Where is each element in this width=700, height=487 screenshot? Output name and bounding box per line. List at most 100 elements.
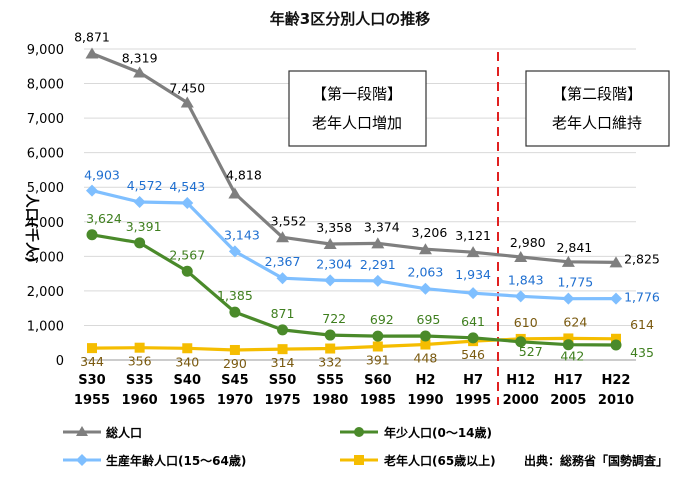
- y-tick-label: 0: [56, 354, 64, 369]
- x-tick-era: S55: [316, 373, 343, 388]
- series-working-line: [91, 189, 617, 301]
- y-tick-label: 4,000: [27, 216, 64, 231]
- y-tick-label: 6,000: [27, 147, 64, 162]
- y-tick-label: 7,000: [27, 112, 64, 127]
- series-elderly-point: [611, 333, 621, 344]
- data-label: 527: [519, 344, 543, 359]
- series-elderly-point: [277, 344, 288, 355]
- phase-box-1-frame: [288, 70, 427, 147]
- series-total-point: [466, 246, 480, 258]
- data-label: 448: [414, 351, 438, 366]
- legend-item-elderly: 老年人口(65歳以上): [340, 453, 496, 468]
- series-working-point: [133, 196, 146, 209]
- data-label: 722: [322, 311, 346, 326]
- x-tick-era: H17: [554, 373, 583, 388]
- data-label: 2,291: [360, 257, 396, 272]
- series-total-point: [180, 96, 194, 108]
- data-label: 610: [514, 315, 538, 330]
- data-label: 8,871: [74, 29, 110, 44]
- x-tick-year: 1970: [217, 393, 253, 408]
- x-tick-era: S35: [126, 373, 153, 388]
- chart-title: 年齢3区分別人口の推移: [270, 10, 430, 28]
- x-tick-era: H2: [415, 373, 435, 388]
- phase-2-text: 老年人口維持: [552, 114, 642, 132]
- series-elderly-line: [91, 336, 617, 352]
- data-label: 3,391: [126, 219, 162, 234]
- series-youth-point: [467, 332, 479, 344]
- data-label: 314: [271, 355, 295, 370]
- x-tick-year: 1985: [360, 393, 396, 408]
- series-total-line: [91, 52, 617, 264]
- x-tick-era: S40: [174, 373, 201, 388]
- series-total-point: [371, 237, 385, 249]
- series-youth-point: [419, 330, 431, 342]
- data-label: 1,385: [217, 288, 253, 303]
- phase-1-heading: 【第一段階】: [312, 85, 402, 103]
- data-label: 340: [175, 354, 199, 369]
- series-total-point: [276, 231, 290, 243]
- phase-box-1: 【第一段階】 老年人口増加: [288, 70, 427, 147]
- data-label: 7,450: [169, 81, 205, 96]
- series-elderly-point: [87, 343, 97, 354]
- data-label: 4,818: [226, 168, 262, 183]
- data-label: 2,304: [316, 256, 352, 271]
- data-label: 2,841: [556, 240, 592, 255]
- y-tick-label: 1,000: [27, 319, 64, 334]
- data-label: 4,903: [84, 168, 120, 183]
- series-working-point: [467, 287, 480, 300]
- y-tick-label: 9,000: [27, 43, 64, 58]
- x-tick-era: H7: [463, 373, 483, 388]
- series-working-point: [419, 282, 432, 295]
- x-tick-era: H12: [506, 373, 535, 388]
- legend: 総人口 年少人口(0〜14歳) 生産年齢人口(15〜64歳) 老年人口(65歳以…: [63, 425, 668, 468]
- series-total-labels: 8,871 8,319 7,450 4,818 3,552 3,358 3,374 3,206…: [74, 29, 660, 266]
- y-tick-label: 2,000: [27, 285, 64, 300]
- source-note: 出典：総務省「国勢調査」: [524, 453, 668, 468]
- series-working-point: [276, 272, 289, 285]
- series-youth-point: [515, 336, 527, 348]
- series-working-point: [86, 184, 98, 197]
- x-tick-year: 2010: [598, 393, 634, 408]
- series-youth-point: [277, 324, 289, 336]
- phase-2-heading: 【第二段階】: [552, 85, 642, 103]
- x-tick-era: S50: [269, 373, 296, 388]
- x-tick-year: 1960: [122, 393, 158, 408]
- phase-box-2-frame: [525, 70, 670, 147]
- data-label: 871: [271, 306, 295, 321]
- y-tick-label: 8,000: [27, 78, 64, 93]
- series-youth-line: [91, 233, 617, 347]
- series-youth-point: [86, 229, 98, 241]
- data-label: 3,552: [271, 213, 307, 228]
- data-label: 1,843: [508, 272, 544, 287]
- x-tick-era: S45: [221, 373, 248, 388]
- data-label: 2,825: [624, 251, 660, 266]
- series-elderly-labels: 344 356 340 290 314 332 391 448 546 610 624 614: [80, 314, 654, 371]
- series-elderly-point: [182, 343, 193, 354]
- data-label: 641: [461, 314, 485, 329]
- series-working-point: [324, 274, 337, 287]
- x-tick-era: S30: [78, 373, 105, 388]
- legend-working-label: 生産年齢人口(15〜64歳): [106, 453, 246, 468]
- series-working-point: [228, 245, 241, 258]
- data-label: 391: [366, 352, 390, 367]
- legend-elderly-square-icon: [354, 455, 364, 465]
- y-axis-ticks: 0 1,000 2,000 3,000 4,000 5,000 6,000 7,000 8,00…: [27, 43, 64, 369]
- series-total-point: [609, 256, 623, 268]
- legend-youth-label: 年少人口(0〜14歳): [384, 425, 492, 440]
- x-tick-era: H22: [602, 373, 631, 388]
- x-tick-year: 2000: [503, 393, 539, 408]
- series-total-point: [85, 47, 99, 59]
- series-working-point: [562, 292, 575, 305]
- x-tick-year: 1955: [74, 393, 110, 408]
- data-label: 8,319: [122, 51, 158, 66]
- data-label: 692: [370, 312, 394, 327]
- series-total-point: [418, 243, 432, 255]
- series-youth-labels: 3,624 3,391 2,567 1,385 871 722 692 695 641 527 44…: [86, 211, 654, 364]
- x-tick-year: 2005: [550, 393, 586, 408]
- series-total-point: [323, 237, 337, 249]
- data-label: 2,063: [408, 265, 444, 280]
- data-label: 3,374: [364, 219, 400, 234]
- series-total-point: [514, 251, 528, 263]
- series-youth-point: [134, 237, 146, 249]
